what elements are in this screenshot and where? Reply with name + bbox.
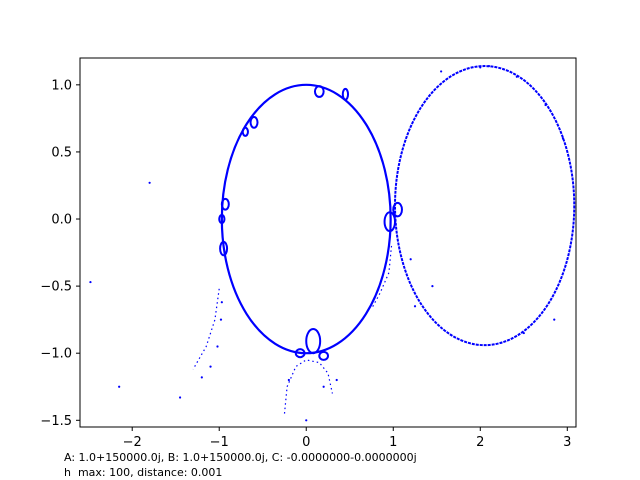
loop-8 [392,201,403,218]
y-tick-label-6: 1.0 [51,78,72,93]
loop-11 [249,116,259,129]
loop-10 [341,87,350,101]
x-tick-label-5: 2 [476,435,484,450]
scatter-point-22 [522,331,525,335]
scatter-point-19 [561,137,565,140]
scatter-point-7 [216,345,219,348]
scatter-point-8 [219,318,223,321]
parameter-annotation: A: 1.0+150000.0j, B: 1.0+150000.0j, C: -… [64,451,417,464]
loop-6 [218,213,226,225]
scatter-point-3 [148,181,151,184]
y-axis: −1.5 −1.0 −0.5 0.0 0.5 1.0 [40,78,80,429]
scatter-point-23 [431,285,434,288]
curve-2 [394,65,576,347]
y-tick-label-2: −1.0 [40,347,72,362]
x-tick-label-4: 1 [389,435,397,450]
loop-3 [318,350,329,361]
loop-9 [313,85,325,98]
scatter-point-24 [409,258,412,261]
x-tick-label-6: 3 [563,435,571,450]
scatter-point-21 [553,318,556,321]
loop-4 [219,240,229,257]
scatter-point-9 [220,301,223,304]
scatter-point-6 [209,365,212,368]
scatter-point-17 [479,66,482,69]
loop-12 [241,126,249,137]
scatter-point-5 [200,376,203,379]
x-tick-label-1: −2 [123,435,142,450]
x-axis: −2 −1 0 1 2 3 [123,427,571,450]
scatter-point-10 [305,419,308,422]
scatter-point-18 [440,70,443,73]
y-tick-label-3: −0.5 [40,280,72,295]
plot-area [89,64,576,422]
loop-2 [294,348,306,359]
scatter-point-12 [322,385,325,388]
y-tick-label-5: 0.5 [51,145,72,160]
data-layer [89,64,576,422]
settings-annotation: h max: 100, distance: 0.001 [64,466,223,479]
loop-7 [383,211,397,233]
loop-5 [220,197,230,211]
scatter-point-15 [544,103,547,107]
x-tick-label-3: 0 [302,435,310,450]
y-tick-label-4: 0.0 [51,213,72,228]
scatter-point-14 [515,75,518,78]
y-tick-label-1: −1.5 [40,414,72,429]
scatter-point-2 [118,385,121,388]
scatter-point-16 [487,64,491,68]
scatter-point-1 [89,280,92,284]
curve-1 [220,83,392,355]
branch-1 [192,288,220,370]
scatter-point-20 [413,305,417,308]
scatter-point-4 [178,396,182,399]
scatter-point-13 [287,378,290,382]
axes-frame [79,57,577,428]
loop-1 [305,328,322,355]
scatter-point-11 [335,378,338,382]
branch-2 [283,359,333,414]
x-tick-label-2: −1 [210,435,229,450]
